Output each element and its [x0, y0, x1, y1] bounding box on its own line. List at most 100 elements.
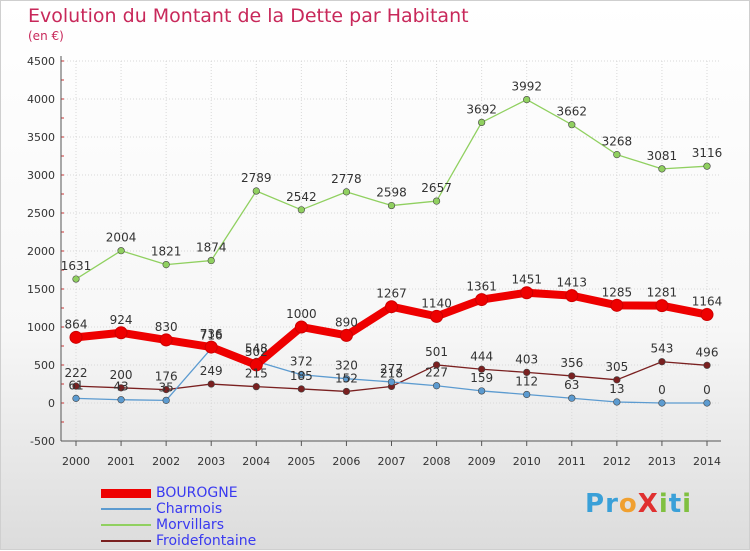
data-label-morvillars: 2542	[286, 190, 317, 204]
data-point-morvillars	[342, 188, 351, 196]
data-label-bourogne: 1140	[421, 296, 452, 310]
data-label-morvillars: 1631	[61, 259, 92, 273]
data-point-bourogne	[249, 358, 263, 372]
data-label-froidefontaine: 152	[335, 371, 358, 385]
data-point-charmois	[432, 382, 441, 390]
data-label-charmois: 63	[564, 378, 579, 392]
legend-swatch	[101, 524, 151, 526]
data-label-morvillars: 2778	[331, 172, 362, 186]
logo-letter: i	[658, 489, 669, 519]
data-label-morvillars: 1874	[196, 241, 227, 255]
data-label-bourogne: 1164	[692, 295, 723, 309]
data-point-bourogne	[69, 330, 83, 344]
data-label-charmois: 61	[68, 378, 83, 392]
legend-swatch	[101, 489, 151, 498]
data-point-froidefontaine	[568, 372, 576, 380]
data-label-morvillars: 3662	[557, 105, 588, 119]
data-label-morvillars: 1821	[151, 245, 182, 259]
data-label-charmois: 35	[159, 380, 174, 394]
legend-label: Morvillars	[156, 517, 224, 533]
x-tick-label: 2003	[197, 455, 225, 468]
y-tick-label: 1500	[27, 283, 55, 296]
data-point-charmois	[568, 394, 576, 402]
data-point-bourogne	[520, 286, 534, 300]
data-label-bourogne: 1000	[286, 307, 317, 321]
x-tick-label: 2011	[558, 455, 586, 468]
data-point-froidefontaine	[72, 382, 80, 390]
data-label-morvillars: 3692	[466, 102, 497, 116]
data-point-morvillars	[72, 275, 80, 283]
data-label-froidefontaine: 215	[245, 367, 268, 381]
data-label-charmois: 0	[703, 383, 711, 397]
y-tick-label: 2000	[27, 245, 55, 258]
legend-label: BOUROGNE	[156, 485, 238, 501]
x-tick-label: 2004	[242, 455, 270, 468]
x-tick-label: 2014	[693, 455, 721, 468]
x-tick-label: 2002	[152, 455, 180, 468]
data-point-froidefontaine	[252, 383, 260, 391]
data-label-charmois: 320	[335, 359, 358, 373]
data-point-froidefontaine	[207, 380, 215, 388]
data-point-charmois	[658, 399, 666, 407]
legend-label: Froidefontaine	[156, 533, 257, 549]
data-point-bourogne	[339, 328, 353, 342]
data-point-froidefontaine	[342, 387, 351, 396]
x-tick-label: 2013	[648, 455, 676, 468]
y-tick-label: 500	[34, 359, 55, 372]
x-tick-label: 2010	[513, 455, 541, 468]
data-label-bourogne: 864	[65, 317, 88, 331]
data-label-charmois: 277	[380, 362, 403, 376]
data-point-froidefontaine	[478, 365, 486, 373]
data-label-bourogne: 830	[155, 320, 178, 334]
data-point-froidefontaine	[613, 376, 621, 384]
data-label-morvillars: 3116	[692, 146, 723, 160]
logo-letter: t	[668, 489, 683, 519]
data-label-froidefontaine: 356	[560, 356, 583, 370]
proxiti-logo: ProXiti	[585, 489, 692, 519]
logo-letter: X	[637, 489, 659, 519]
data-point-bourogne	[114, 326, 128, 340]
data-label-froidefontaine: 200	[110, 368, 133, 382]
x-tick-label: 2012	[603, 455, 631, 468]
data-point-charmois	[387, 378, 396, 386]
data-point-bourogne	[385, 300, 398, 314]
data-point-charmois	[297, 371, 305, 379]
y-tick-label: -500	[30, 435, 55, 448]
data-label-bourogne: 1451	[511, 273, 542, 287]
data-label-bourogne: 1267	[376, 287, 407, 301]
x-tick-label: 2008	[423, 455, 451, 468]
data-label-morvillars: 2598	[376, 186, 407, 200]
data-point-morvillars	[207, 256, 215, 265]
data-label-bourogne: 890	[335, 315, 358, 329]
data-label-charmois: 13	[609, 382, 624, 396]
legend-swatch	[101, 508, 151, 510]
data-label-froidefontaine: 305	[605, 360, 628, 374]
data-point-froidefontaine	[523, 368, 531, 376]
data-point-morvillars	[523, 96, 531, 104]
x-tick-label: 2000	[62, 455, 90, 468]
data-point-morvillars	[117, 247, 125, 255]
data-label-morvillars: 3992	[511, 80, 542, 94]
x-tick-label: 2006	[332, 455, 360, 468]
data-label-froidefontaine: 444	[470, 349, 493, 363]
logo-letter: i	[682, 489, 693, 519]
legend-label: Charmois	[156, 501, 223, 517]
data-label-froidefontaine: 403	[515, 352, 538, 366]
data-label-froidefontaine: 176	[155, 370, 178, 384]
data-point-charmois	[72, 394, 80, 402]
y-tick-label: 3500	[27, 131, 55, 144]
data-point-charmois	[613, 398, 621, 406]
data-label-charmois: 548	[245, 341, 268, 355]
data-label-morvillars: 2004	[106, 231, 137, 245]
data-point-bourogne	[430, 309, 444, 323]
data-point-morvillars	[252, 187, 260, 195]
data-point-froidefontaine	[297, 385, 305, 393]
x-tick-label: 2005	[287, 455, 315, 468]
data-label-morvillars: 3268	[602, 135, 633, 149]
y-tick-label: 2500	[27, 207, 55, 220]
data-point-froidefontaine	[703, 361, 711, 369]
data-point-morvillars	[387, 201, 396, 210]
data-label-charmois: 159	[470, 371, 493, 385]
data-point-morvillars	[703, 162, 711, 170]
